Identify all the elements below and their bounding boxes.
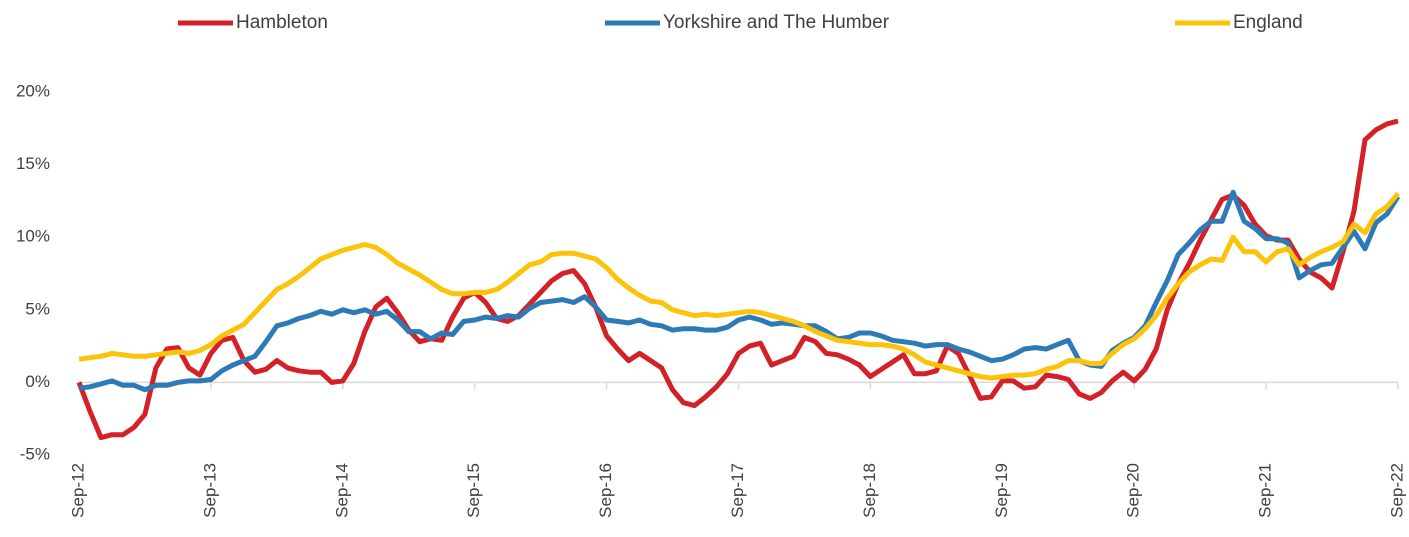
x-tick-label: Sep-17 [728, 463, 747, 518]
y-tick-label: 5% [25, 299, 50, 318]
x-tick-label: Sep-15 [464, 463, 483, 518]
x-tick-label: Sep-22 [1387, 463, 1406, 518]
y-tick-label: 20% [16, 81, 50, 100]
legend-label: England [1233, 12, 1303, 33]
legend-label: Hambleton [236, 12, 328, 33]
series-line [76, 118, 1399, 441]
legend: Hambleton Yorkshire and The Humber England [178, 12, 1303, 33]
x-tick-label: Sep-21 [1256, 463, 1275, 518]
y-tick-label: -5% [20, 444, 50, 463]
x-tick-label: Sep-19 [992, 463, 1011, 518]
x-tick-label: Sep-18 [860, 463, 879, 518]
legend-label: Yorkshire and The Humber [663, 12, 890, 33]
series-line [78, 191, 1400, 381]
x-tick-label: Sep-13 [200, 463, 219, 518]
y-tick-label: 0% [25, 372, 50, 391]
y-tick-label: 10% [16, 227, 50, 246]
x-tick-label: Sep-14 [332, 463, 351, 518]
x-tick-label: Sep-20 [1124, 463, 1143, 518]
x-tick-label: Sep-12 [68, 463, 87, 518]
y-tick-label: 15% [16, 154, 50, 173]
x-tick-label: Sep-16 [596, 463, 615, 518]
series-line [78, 189, 1401, 393]
